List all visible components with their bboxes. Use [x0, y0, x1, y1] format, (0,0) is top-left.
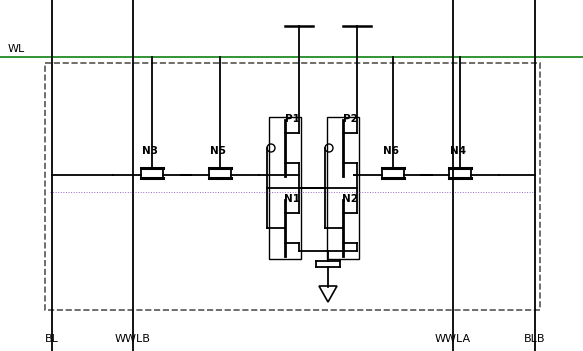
Text: N5: N5 [210, 146, 226, 156]
Polygon shape [319, 286, 337, 302]
Text: P2: P2 [343, 114, 357, 124]
Text: WWLB: WWLB [115, 334, 151, 344]
Bar [45, 63, 540, 310]
Text: N2: N2 [342, 194, 358, 204]
Text: WL: WL [8, 44, 25, 54]
Text: BL: BL [45, 334, 59, 344]
Text: N1: N1 [284, 194, 300, 204]
Text: N6: N6 [383, 146, 399, 156]
Text: N3: N3 [142, 146, 158, 156]
Text: BLB: BLB [524, 334, 546, 344]
Bar [327, 117, 359, 259]
Text: P1: P1 [285, 114, 300, 124]
Text: N4: N4 [450, 146, 466, 156]
Text: WWLA: WWLA [435, 334, 471, 344]
Bar [269, 117, 301, 259]
